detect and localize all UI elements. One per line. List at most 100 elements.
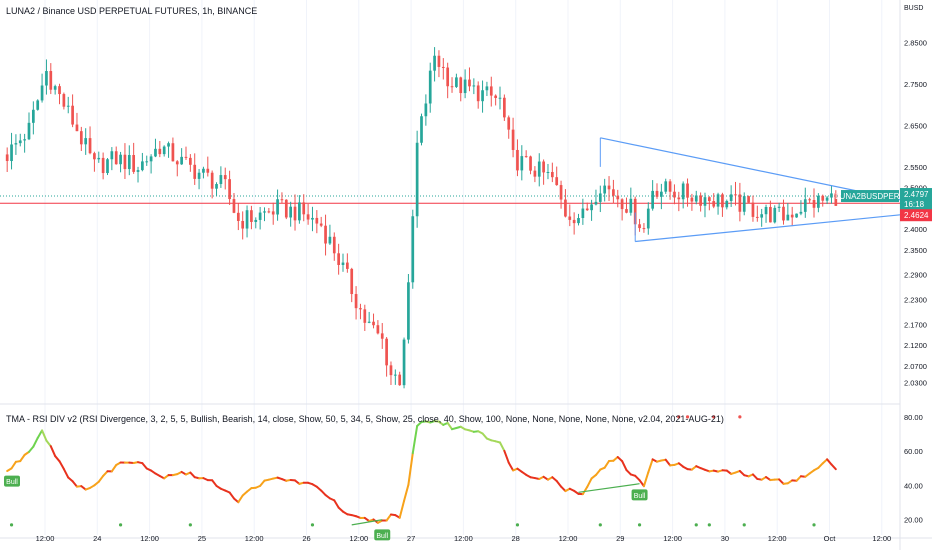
candle-body bbox=[119, 154, 122, 165]
candle-body bbox=[441, 66, 445, 68]
candle-body bbox=[106, 159, 109, 174]
rsi-tick-label: 40.00 bbox=[904, 481, 923, 490]
candle-body bbox=[755, 216, 759, 218]
price-tick-label: 2.7500 bbox=[904, 80, 927, 89]
candle-body bbox=[267, 211, 271, 213]
currency-label: BUSD bbox=[904, 5, 924, 12]
last-price-tag bbox=[900, 188, 932, 211]
bull-dot bbox=[598, 523, 602, 527]
time-tick-label: 12:00 bbox=[245, 534, 264, 543]
red-level-text: 2.4624 bbox=[904, 211, 929, 220]
candle-body bbox=[193, 164, 197, 179]
rsi-segment bbox=[407, 452, 414, 486]
rsi-segment bbox=[320, 489, 327, 497]
candle-body bbox=[638, 224, 641, 229]
candle-body bbox=[790, 214, 794, 218]
rsi-tick-label: 20.00 bbox=[904, 516, 923, 525]
rsi-segment bbox=[102, 470, 109, 477]
candle-body bbox=[694, 195, 698, 202]
bull-label-box bbox=[631, 489, 648, 501]
candle-body bbox=[459, 77, 463, 94]
candle-body bbox=[319, 223, 323, 226]
candle-body bbox=[721, 194, 724, 208]
time-tick-label: 12:00 bbox=[872, 534, 891, 543]
triangle-drawing[interactable] bbox=[599, 137, 924, 243]
divergence-line bbox=[351, 519, 383, 526]
candle-body bbox=[245, 210, 249, 229]
price-tick-label: 2.0700 bbox=[904, 362, 927, 371]
candle-body bbox=[764, 206, 768, 215]
candle-body bbox=[367, 321, 371, 323]
candle-body bbox=[463, 79, 467, 94]
candle-body bbox=[699, 195, 702, 206]
divergence-line bbox=[578, 483, 640, 493]
candle-body bbox=[651, 190, 654, 209]
candle-body bbox=[524, 156, 528, 158]
price-tick-label: 2.1200 bbox=[904, 341, 927, 350]
candle-body bbox=[773, 207, 777, 223]
candle-body bbox=[581, 208, 585, 219]
candle-body bbox=[716, 194, 720, 207]
candle-body bbox=[123, 154, 127, 170]
bull-label-box bbox=[374, 529, 391, 541]
rsi-segment bbox=[647, 458, 654, 474]
candle-body bbox=[555, 177, 559, 186]
rsi-axis[interactable]: 80.00 60.00 40.00 20.00 bbox=[904, 413, 923, 525]
price-tick-label: 2.4000 bbox=[904, 225, 927, 234]
candle-body bbox=[542, 161, 545, 173]
candle-body bbox=[677, 197, 681, 200]
candle-body bbox=[232, 199, 236, 213]
candle-body bbox=[707, 197, 711, 202]
candle-body bbox=[171, 143, 175, 162]
time-tick-label: 12:00 bbox=[349, 534, 368, 543]
candle-body bbox=[289, 206, 293, 218]
candle-body bbox=[533, 170, 537, 177]
candle-body bbox=[84, 138, 88, 145]
candle-body bbox=[450, 86, 454, 88]
candle-body bbox=[681, 183, 685, 200]
candle-body bbox=[668, 181, 672, 192]
candle-body bbox=[302, 202, 306, 215]
candle-body bbox=[393, 374, 397, 376]
rsi-segment bbox=[503, 449, 510, 464]
candle-body bbox=[660, 191, 663, 197]
time-tick-label: 24 bbox=[93, 534, 101, 543]
triangle-upper-line bbox=[600, 137, 902, 201]
candle-body bbox=[127, 155, 131, 170]
candle-body bbox=[380, 333, 384, 339]
candle-body bbox=[590, 204, 593, 211]
bull-label: Bull bbox=[374, 529, 391, 541]
candle-body bbox=[136, 170, 140, 172]
price-tick-label: 2.3500 bbox=[904, 246, 927, 255]
candle-body bbox=[603, 185, 607, 194]
candle-body bbox=[263, 211, 266, 213]
price-tick-label: 2.0300 bbox=[904, 379, 927, 388]
time-tick-label: 26 bbox=[302, 534, 310, 543]
candle-body bbox=[315, 217, 319, 224]
candle-body bbox=[799, 211, 803, 214]
rsi-segment bbox=[110, 464, 118, 473]
bull-label-text: Bull bbox=[6, 479, 18, 486]
bull-dot bbox=[742, 523, 746, 527]
rsi-segment bbox=[36, 429, 44, 439]
time-tick-label: 12:00 bbox=[768, 534, 787, 543]
candle-body bbox=[769, 206, 772, 223]
candle-body bbox=[324, 225, 327, 244]
candle-body bbox=[398, 374, 402, 386]
indicator-legend[interactable]: TMA - RSI DIV v2 (RSI Divergence, 3, 2, … bbox=[6, 414, 724, 424]
rsi-series bbox=[6, 420, 837, 524]
time-axis[interactable]: 12:00 24 12:00 25 12:00 26 12:00 27 12:00 28 12:00… bbox=[36, 534, 892, 543]
candle-body bbox=[817, 195, 820, 208]
time-tick-label: 29 bbox=[616, 534, 624, 543]
candle-body bbox=[337, 253, 340, 265]
candle-body bbox=[633, 198, 637, 225]
chart-title[interactable]: LUNA2 / Binance USD PERPETUAL FUTURES, 1… bbox=[6, 6, 258, 16]
rsi-segment bbox=[189, 471, 196, 479]
price-tick-label: 2.2300 bbox=[904, 296, 927, 305]
bull-dot bbox=[515, 523, 520, 527]
candle-body bbox=[507, 117, 511, 130]
candle-body bbox=[564, 199, 567, 217]
rsi-segment bbox=[259, 479, 266, 487]
candle-body bbox=[825, 197, 829, 201]
